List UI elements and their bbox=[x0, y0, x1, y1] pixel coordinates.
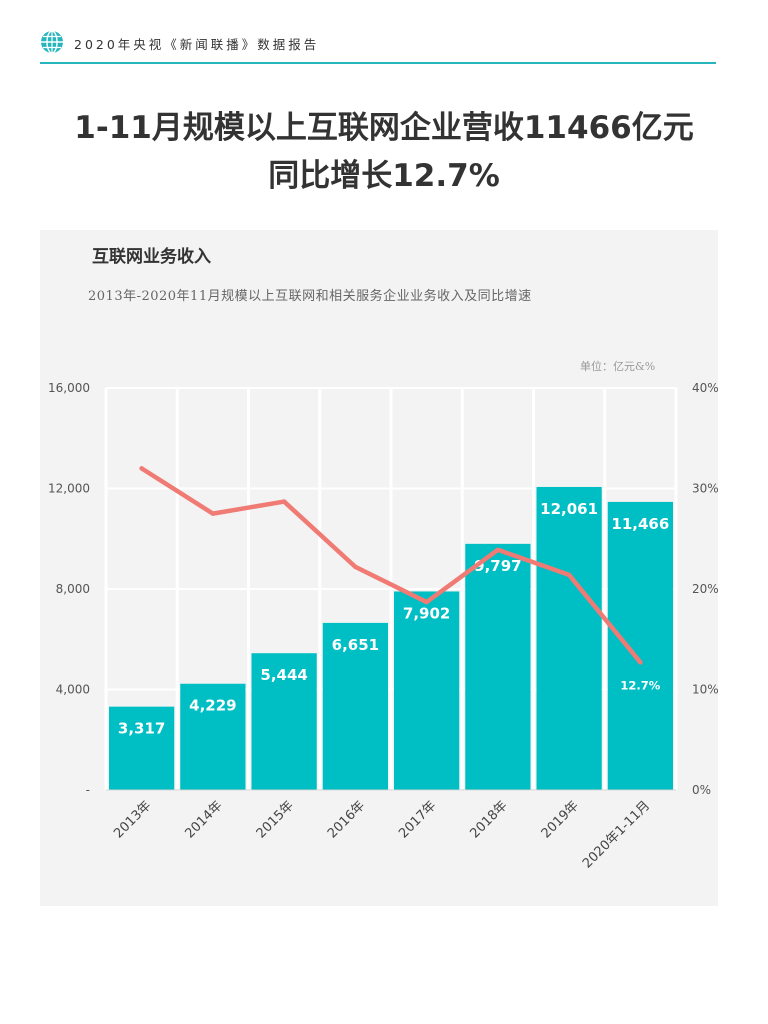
y-right-tick: 40% bbox=[692, 381, 718, 395]
bar bbox=[109, 706, 175, 790]
bar bbox=[607, 501, 673, 790]
bar-value-label: 3,317 bbox=[118, 720, 165, 738]
unit-label: 单位：亿元&% bbox=[580, 360, 656, 373]
bar-value-label: 6,651 bbox=[332, 636, 379, 654]
bar-value-label: 4,229 bbox=[189, 697, 236, 715]
header-title: 2020年央视《新闻联播》数据报告 bbox=[74, 37, 320, 52]
growth-rate-point bbox=[566, 572, 572, 578]
growth-rate-point bbox=[281, 499, 287, 504]
bar bbox=[322, 622, 388, 790]
bar bbox=[394, 591, 460, 790]
growth-rate-point bbox=[424, 599, 429, 605]
y-right-tick: 10% bbox=[692, 683, 718, 697]
globe-icon bbox=[41, 30, 63, 54]
headline: 1-11月规模以上互联网企业营收11466亿元 同比增长12.7% bbox=[0, 104, 768, 200]
growth-rate-label: 12.7% bbox=[620, 678, 660, 692]
y-right-tick: 20% bbox=[692, 582, 718, 596]
x-tick-label: 2013年 bbox=[111, 798, 154, 841]
growth-rate-point bbox=[353, 564, 358, 570]
x-tick-label: 2016年 bbox=[325, 798, 368, 841]
chart-subtitle: 2013年-2020年11月规模以上互联网和相关服务企业业务收入及同比增速 bbox=[88, 289, 532, 304]
bar bbox=[180, 683, 246, 790]
headline-line-1: 1-11月规模以上互联网企业营收11466亿元 bbox=[74, 110, 694, 146]
bar bbox=[536, 486, 602, 790]
revenue-chart: 3,317 4,229 5,444 6,651 7,902 9,797 12,061 11,4… bbox=[48, 381, 718, 871]
bar-value-label: 11,466 bbox=[611, 515, 669, 533]
x-tick-label: 2018年 bbox=[468, 798, 511, 841]
growth-rate-line bbox=[139, 466, 643, 665]
bar bbox=[465, 543, 531, 790]
bar bbox=[251, 653, 317, 790]
y-left-tick: 16,000 bbox=[48, 381, 90, 395]
growth-rate-point bbox=[210, 511, 216, 516]
y-left-tick: 4,000 bbox=[56, 683, 90, 697]
x-tick-label: 2020年1-11月 bbox=[580, 798, 653, 871]
x-tick-label: 2014年 bbox=[183, 798, 226, 841]
report-header: 2020年央视《新闻联播》数据报告 bbox=[40, 28, 716, 64]
y-left-tick: - bbox=[86, 783, 90, 797]
x-tick-label: 2015年 bbox=[254, 798, 297, 841]
y-left-tick: 12,000 bbox=[48, 482, 90, 496]
chart-panel: 3,317 4,229 5,444 6,651 7,902 9,797 12,061 11,4… bbox=[40, 230, 718, 906]
bar-value-label: 9,797 bbox=[474, 557, 521, 575]
bar-value-label: 5,444 bbox=[260, 666, 307, 684]
chart-title: 互联网业务收入 bbox=[92, 247, 211, 267]
y-right-tick: 30% bbox=[692, 482, 718, 496]
y-left-tick: 8,000 bbox=[56, 582, 90, 596]
growth-rate-point bbox=[638, 660, 643, 665]
x-tick-label: 2019年 bbox=[539, 798, 582, 841]
headline-line-2: 同比增长12.7% bbox=[268, 158, 500, 194]
growth-rate-point bbox=[139, 466, 144, 471]
bar-value-label: 7,902 bbox=[403, 604, 450, 622]
x-tick-label: 2017年 bbox=[396, 798, 439, 841]
growth-rate-point bbox=[495, 547, 501, 553]
bar-value-label: 12,061 bbox=[540, 500, 598, 518]
y-right-tick: 0% bbox=[692, 783, 711, 797]
